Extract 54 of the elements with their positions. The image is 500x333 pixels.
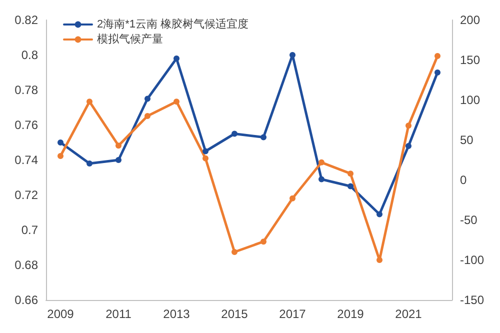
y2-tick-label: -100: [460, 253, 484, 267]
x-tick-label: 2019: [337, 307, 364, 321]
y-tick-label: 0.82: [14, 13, 38, 27]
x-tick-label: 2013: [163, 307, 190, 321]
point: [260, 238, 266, 245]
point: [232, 249, 238, 255]
point: [116, 142, 122, 149]
point: [174, 98, 180, 105]
point: [116, 157, 122, 163]
point: [144, 113, 150, 119]
point: [348, 170, 354, 177]
point: [318, 176, 324, 182]
point: [202, 148, 208, 154]
legend-label: 模拟气候产量: [97, 32, 163, 46]
y2-tick-label: -150: [460, 293, 484, 307]
y-tick-label: 0.72: [14, 188, 38, 202]
y-tick-label: 0.78: [14, 83, 38, 97]
point: [144, 96, 150, 102]
point: [58, 140, 64, 146]
y2-tick-label: 0: [460, 173, 467, 187]
point: [260, 134, 266, 140]
y-tick-label: 0.66: [14, 293, 38, 307]
x-tick-label: 2021: [395, 307, 422, 321]
y2-tick-label: -50: [460, 213, 478, 227]
y2-tick-label: 50: [460, 133, 474, 147]
y2-tick-label: 200: [460, 13, 480, 27]
x-tick-label: 2017: [279, 307, 306, 321]
point: [202, 155, 208, 162]
y2-tick-label: 150: [460, 53, 480, 67]
x-tick-label: 2009: [47, 307, 74, 321]
point: [58, 153, 64, 159]
point: [434, 53, 440, 59]
x-tick-label: 2011: [106, 307, 132, 321]
point: [174, 56, 180, 62]
point: [318, 159, 324, 166]
point: [406, 143, 412, 149]
y2-tick-label: 100: [460, 93, 480, 107]
point: [290, 195, 296, 202]
y-tick-label: 0.8: [21, 48, 38, 62]
point: [232, 130, 238, 137]
point: [406, 122, 412, 129]
y-tick-label: 0.76: [14, 118, 38, 132]
x-tick-label: 2015: [221, 307, 248, 321]
point: [376, 211, 382, 218]
y-tick-label: 0.7: [21, 223, 38, 237]
point: [348, 183, 354, 190]
legend-label: 2海南*1云南 橡胶树气候适宜度: [97, 18, 249, 30]
point: [376, 257, 382, 263]
point: [86, 98, 92, 105]
point: [86, 160, 92, 166]
y-tick-label: 0.68: [14, 258, 38, 272]
y-tick-label: 0.74: [14, 153, 38, 167]
point: [290, 52, 296, 58]
point: [434, 70, 440, 76]
